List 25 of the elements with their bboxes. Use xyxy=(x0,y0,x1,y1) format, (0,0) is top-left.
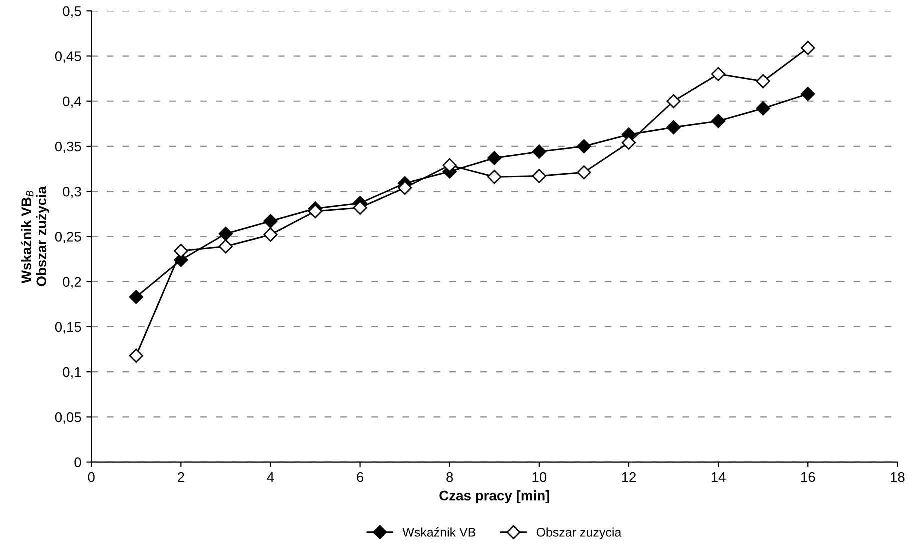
x-tick-label: 10 xyxy=(532,472,547,482)
x-tick-label: 16 xyxy=(801,472,816,482)
y-tick-label: 0,3 xyxy=(63,186,82,198)
y-tick-label: 0,35 xyxy=(55,142,82,154)
y-tick-label: 0,25 xyxy=(55,232,82,244)
legend-label: Wskaźnik VB xyxy=(402,528,476,537)
y-tick-label: 0,5 xyxy=(63,6,82,18)
x-tick-label: 12 xyxy=(622,472,636,482)
x-axis-title: Czas pracy [min] xyxy=(440,490,550,504)
x-tick-label: 4 xyxy=(267,472,274,482)
x-tick-label: 2 xyxy=(178,472,184,482)
y-tick-label: 0 xyxy=(74,458,82,468)
y-tick-label: 0,1 xyxy=(63,367,82,379)
x-tick-label: 18 xyxy=(891,472,905,482)
y-tick-label: 0,2 xyxy=(63,277,82,289)
x-tick-label: 8 xyxy=(446,472,454,482)
y-tick-label: 0,4 xyxy=(63,96,82,108)
x-tick-label: 0 xyxy=(88,472,95,482)
y-tick-label: 0,05 xyxy=(55,412,82,424)
x-tick-label: 14 xyxy=(712,472,726,482)
y-axis-title: Wskaźnik VB$_{B}$ Obszar zużycia xyxy=(21,186,50,286)
y-tick-label: 0,45 xyxy=(55,52,82,64)
x-tick-label: 6 xyxy=(357,472,364,482)
y-tick-label: 0,15 xyxy=(55,322,82,334)
legend-label: Obszar zuzycia xyxy=(536,528,622,540)
